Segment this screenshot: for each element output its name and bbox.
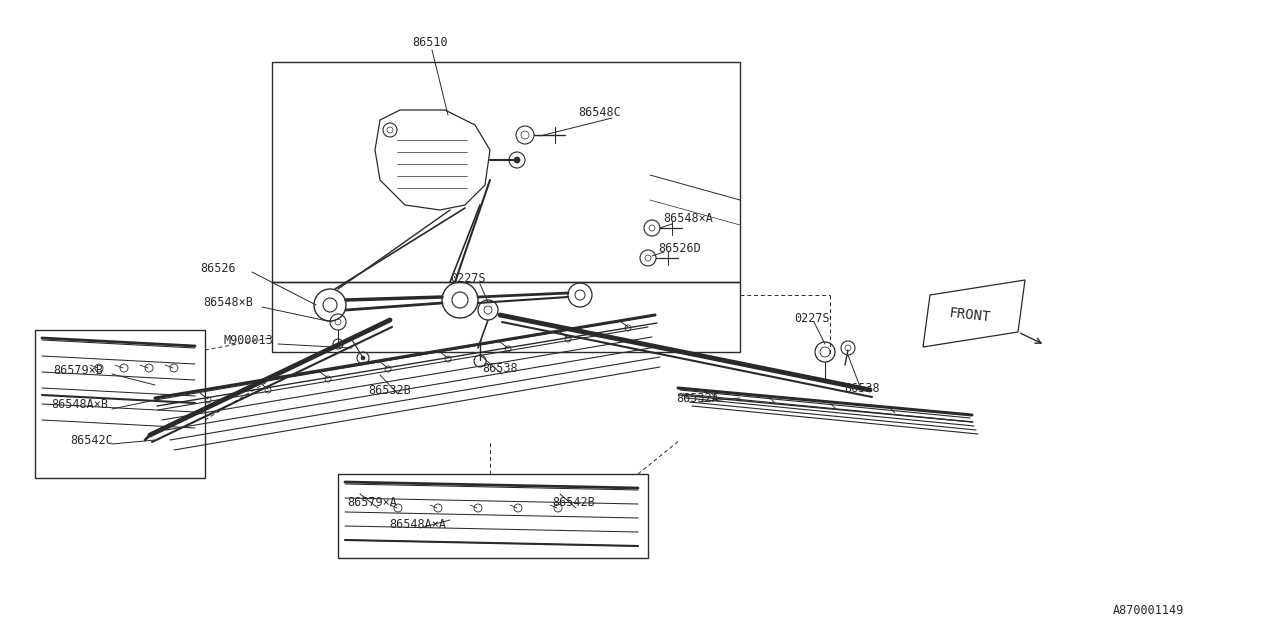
Text: A870001149: A870001149 bbox=[1112, 604, 1184, 616]
Circle shape bbox=[515, 157, 520, 163]
Text: 86526D: 86526D bbox=[659, 241, 701, 255]
Text: 0227S: 0227S bbox=[794, 312, 829, 324]
Text: 86526: 86526 bbox=[200, 262, 236, 275]
Text: 86542B: 86542B bbox=[553, 495, 595, 509]
Text: 86532B: 86532B bbox=[369, 383, 411, 397]
Circle shape bbox=[361, 356, 365, 360]
Text: 86548C: 86548C bbox=[579, 106, 621, 118]
Text: 86532A: 86532A bbox=[677, 392, 719, 404]
Text: 86548×A: 86548×A bbox=[663, 211, 713, 225]
Text: 86579×A: 86579×A bbox=[347, 495, 397, 509]
Text: 86538: 86538 bbox=[845, 381, 879, 394]
Text: 86548A×B: 86548A×B bbox=[51, 399, 109, 412]
Text: 86579×B: 86579×B bbox=[52, 364, 102, 376]
Text: 86510: 86510 bbox=[412, 35, 448, 49]
Text: 86548×B: 86548×B bbox=[204, 296, 253, 310]
Text: 86542C: 86542C bbox=[70, 433, 114, 447]
Text: 86538: 86538 bbox=[483, 362, 518, 374]
Text: M900013: M900013 bbox=[223, 333, 273, 346]
Text: 86548A×A: 86548A×A bbox=[389, 518, 447, 531]
Text: 0227S: 0227S bbox=[451, 271, 486, 285]
Text: FRONT: FRONT bbox=[948, 306, 992, 324]
